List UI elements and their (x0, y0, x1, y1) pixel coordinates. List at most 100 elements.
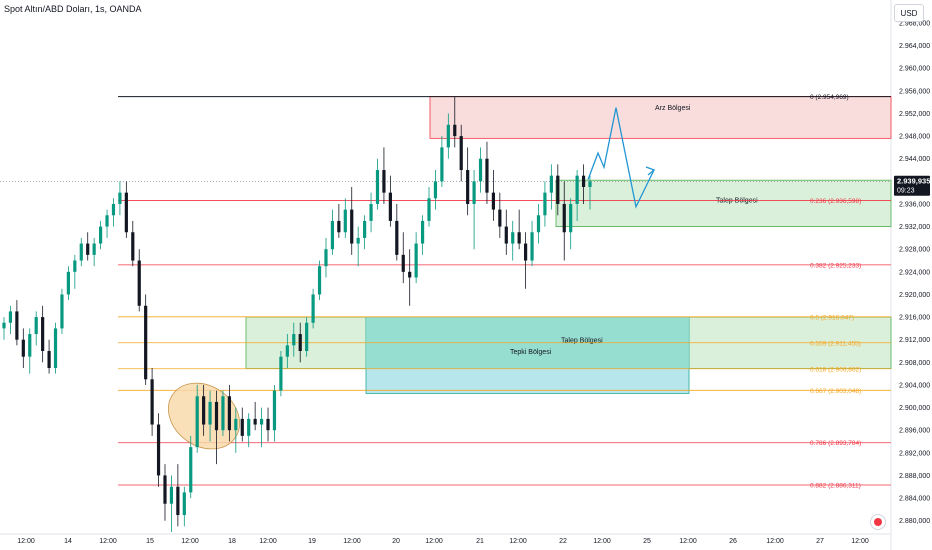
price-tick-label: 2.928,000 (899, 247, 930, 254)
candle-body (66, 271, 70, 295)
time-tick-label: 25 (643, 538, 651, 545)
candle-body (517, 232, 521, 244)
last-price-value: 2.939,935 (897, 177, 930, 186)
candle-body (8, 311, 13, 323)
candle-body (466, 170, 470, 204)
candle-body (581, 175, 586, 187)
candle-body (92, 243, 96, 255)
time-tick-label: 15 (146, 538, 154, 545)
candle-body (98, 226, 103, 244)
zone-label-2: Talep Bölgesi (561, 338, 603, 345)
currency-button[interactable]: USD (894, 4, 924, 22)
projection-arrow-head (645, 166, 656, 176)
fib-label-3: 0.5 (2.916,047) (810, 314, 854, 321)
fib-label-2: 0.382 (2.925,233) (810, 262, 861, 269)
candle-body (227, 396, 231, 431)
fib-label-8: 0.882 (2.886,311) (810, 482, 861, 489)
fib-label-4: 0.559 (2.911,455) (810, 340, 861, 347)
time-tick-label: 12:00 (766, 538, 784, 545)
time-tick-label: 26 (729, 538, 737, 545)
candle-body (131, 232, 135, 261)
candle-body (478, 158, 483, 182)
time-tick-label: 27 (816, 538, 824, 545)
time-tick-label: 20 (392, 538, 400, 545)
candle-body (395, 220, 399, 255)
candle-body (569, 203, 573, 233)
last-price-badge (894, 175, 930, 196)
candle-body (86, 243, 90, 255)
time-tick-label: 18 (228, 538, 236, 545)
time-tick-label: 12:00 (343, 538, 361, 545)
candle-body (292, 334, 296, 346)
candle-body (562, 203, 566, 233)
candle-body (60, 294, 64, 329)
candle-body (556, 175, 560, 204)
candle-body (504, 226, 508, 244)
candle-body (453, 124, 457, 137)
price-tick-label: 2.900,000 (899, 405, 930, 412)
last-price-countdown: 09:23 (897, 188, 915, 195)
candle-body (240, 418, 244, 436)
candle-body (524, 243, 528, 261)
price-tick-label: 2.904,000 (899, 382, 930, 389)
price-tick-label: 2.964,000 (899, 43, 930, 50)
time-tick-label: 21 (476, 538, 484, 545)
candle-body (375, 170, 380, 204)
candle-body (369, 203, 373, 221)
candle-body (2, 322, 6, 329)
zone-label-0: Arz Bölgesi (655, 105, 691, 112)
tradingview-logo-icon[interactable] (870, 514, 886, 530)
candle-body (343, 209, 347, 233)
candle-body (28, 334, 32, 357)
time-tick-label: 12:00 (259, 538, 277, 545)
time-tick-label: 19 (308, 538, 316, 545)
candle-body (317, 266, 322, 295)
fib-label-7: 0.786 (2.893,784) (810, 440, 861, 447)
candle-body (253, 418, 257, 425)
candle-body (382, 170, 386, 193)
candle-body (530, 232, 534, 261)
price-tick-label: 2.916,000 (899, 315, 930, 322)
zone-supply-0 (429, 96, 892, 139)
candle-body (73, 260, 77, 272)
time-tick-label: 12:00 (679, 538, 697, 545)
candle-body (118, 192, 122, 204)
price-tick-label: 2.968,000 (899, 20, 930, 27)
candle-body (176, 486, 180, 516)
candle-body (279, 356, 283, 391)
price-tick-label: 2.884,000 (899, 496, 930, 503)
candle-body (588, 181, 592, 187)
time-tick-label: 12:00 (851, 538, 869, 545)
candle-body (401, 254, 405, 272)
candle-body (485, 158, 489, 193)
candle-body (144, 305, 148, 380)
time-tick-label: 12:00 (181, 538, 199, 545)
time-tick-label: 12:00 (17, 538, 35, 545)
projection-path (587, 107, 655, 209)
candle-body (433, 181, 438, 199)
price-tick-label: 2.888,000 (899, 473, 930, 480)
candle-body (21, 339, 25, 357)
price-tick-label: 2.932,000 (899, 224, 930, 231)
time-tick-label: 22 (559, 538, 567, 545)
candle-body (202, 396, 206, 425)
zone-demand-1 (555, 179, 892, 227)
candle-body (311, 294, 315, 323)
candle-body (79, 243, 83, 261)
candle-body (124, 192, 128, 233)
candle-body (259, 418, 264, 425)
candle-body (195, 396, 199, 448)
time-tick-label: 12:00 (509, 538, 527, 545)
fib-label-6: 0.667 (2.903,048) (810, 388, 861, 395)
price-tick-label: 2.948,000 (899, 134, 930, 141)
price-tick-label: 2.892,000 (899, 450, 930, 457)
candle-body (137, 260, 141, 306)
zone-label-3: Tepki Bölgesi (510, 349, 552, 356)
candle-body (420, 220, 425, 244)
price-tick-label: 2.944,000 (899, 156, 930, 163)
candle-body (337, 220, 341, 233)
candle-body (208, 401, 212, 425)
candle-body (511, 232, 515, 244)
candle-body (247, 418, 251, 436)
